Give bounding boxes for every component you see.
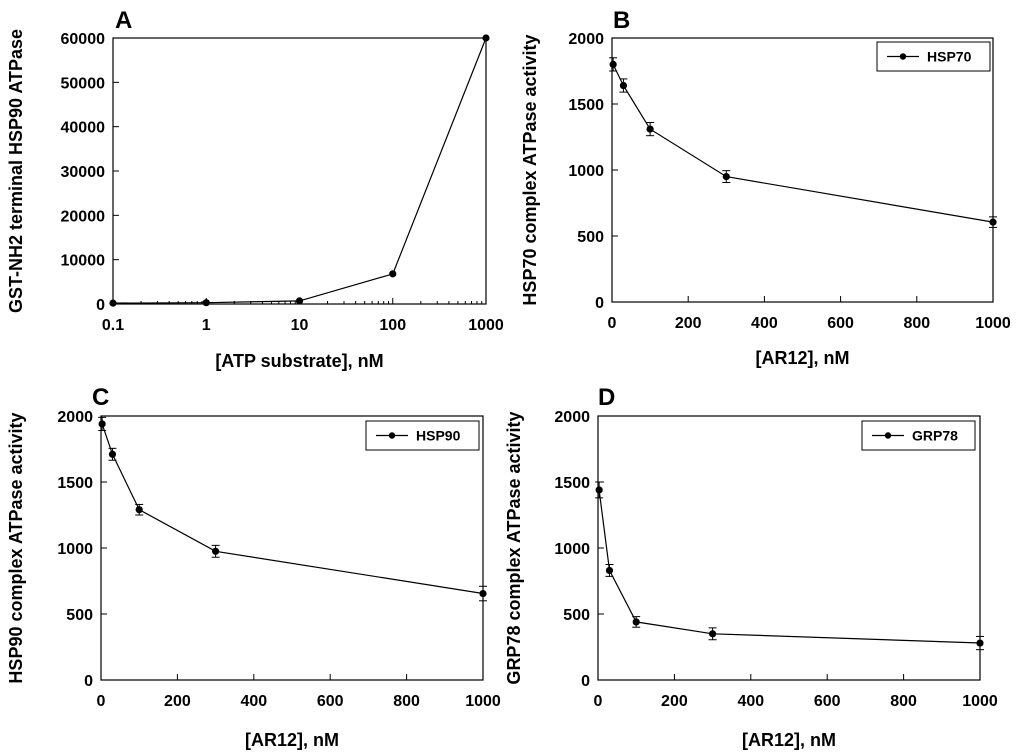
data-point: [976, 639, 984, 647]
x-tick-label: 1000: [465, 693, 501, 710]
x-tick-label: 1: [202, 317, 211, 334]
y-tick-label: 30000: [61, 164, 106, 181]
data-point: [609, 60, 617, 68]
legend-label: GRP78: [912, 428, 958, 444]
y-tick-label: 20000: [61, 208, 106, 225]
x-tick-label: 1000: [975, 315, 1011, 332]
data-point: [212, 547, 220, 555]
panel-letter: C: [92, 384, 109, 411]
x-axis-title: [ATP substrate], nM: [215, 351, 383, 371]
y-tick-label: 1500: [57, 475, 93, 492]
x-tick-label: 200: [164, 693, 191, 710]
y-tick-label: 0: [84, 673, 93, 690]
x-tick-label: 1000: [962, 693, 998, 710]
data-point: [632, 618, 640, 626]
legend-marker: [899, 53, 907, 60]
y-tick-label: 1000: [57, 541, 93, 558]
data-point: [722, 173, 730, 181]
y-tick-label: 2000: [554, 409, 590, 426]
y-tick-label: 2000: [568, 31, 604, 48]
y-tick-label: 1000: [554, 541, 590, 558]
y-tick-label: 1000: [568, 163, 604, 180]
legend-marker: [884, 432, 892, 439]
x-tick-label: 200: [675, 315, 702, 332]
data-point: [135, 506, 143, 514]
x-axis-title: [AR12], nM: [742, 730, 836, 750]
legend-label: HSP90: [416, 428, 461, 444]
panel-d: 0 200 400 600 800 1000 0 500 1000 1500 2000 [AR12],…: [504, 384, 998, 750]
x-tick-label: 0: [97, 693, 106, 710]
x-tick-label: 800: [393, 693, 420, 710]
x-tick-label: 600: [827, 315, 854, 332]
data-point: [108, 450, 117, 458]
y-axis-title: HSP90 complex ATPase activity: [6, 412, 26, 683]
data-point: [619, 81, 628, 90]
data-point: [98, 420, 106, 428]
panel-letter: B: [613, 7, 630, 34]
panel-c: 0 200 400 600 800 1000 0 500 1000 1500 2000 [AR12],…: [6, 384, 501, 750]
x-axis-title: [AR12], nM: [756, 348, 850, 368]
x-tick-label: 400: [751, 315, 778, 332]
y-tick-label: 2000: [57, 409, 93, 426]
data-point: [202, 299, 210, 307]
data-point: [109, 299, 117, 307]
legend-marker: [388, 432, 396, 439]
y-tick-label: 0: [96, 297, 105, 314]
x-tick-label: 600: [317, 693, 344, 710]
y-axis-title: HSP70 complex ATPase activity: [520, 34, 540, 305]
data-point: [595, 486, 603, 494]
x-tick-label: 1000: [468, 317, 504, 334]
legend: HSP70: [876, 41, 991, 72]
x-tick-label: 10: [291, 317, 309, 334]
data-point: [709, 630, 717, 638]
y-tick-label: 1500: [568, 97, 604, 114]
data-point: [989, 218, 997, 226]
x-tick-label: 200: [661, 693, 688, 710]
y-tick-label: 0: [581, 673, 590, 690]
data-point: [295, 297, 304, 305]
panel-b: 0 200 400 600 800 1000 0 500 1000 1500 2000 [AR12],…: [520, 7, 1011, 368]
y-axis-title: GRP78 complex ATPase activity: [504, 411, 524, 684]
x-tick-label: 0.1: [102, 317, 124, 334]
series-line: [112, 37, 487, 304]
x-tick-label: 0: [608, 315, 617, 332]
data-point: [482, 34, 490, 42]
x-tick-label: 800: [890, 693, 917, 710]
y-tick-label: 1500: [554, 475, 590, 492]
legend: HSP90: [365, 420, 480, 451]
y-tick-label: 500: [66, 607, 93, 624]
y-tick-label: 500: [563, 607, 590, 624]
y-tick-label: 0: [595, 295, 604, 312]
x-tick-label: 600: [814, 693, 841, 710]
y-tick-label: 40000: [61, 120, 106, 137]
plot-frame: [597, 415, 981, 681]
y-tick-label: 60000: [61, 31, 106, 48]
y-tick-label: 500: [577, 229, 604, 246]
panel-letter: D: [598, 384, 615, 411]
x-axis-title: [AR12], nM: [245, 730, 339, 750]
y-tick-label: 50000: [61, 75, 106, 92]
plot-frame: [112, 37, 487, 305]
panel-letter: A: [115, 7, 132, 34]
data-point: [389, 270, 397, 278]
legend: GRP78: [861, 420, 976, 451]
legend-label: HSP70: [927, 49, 972, 65]
x-tick-label: 100: [379, 317, 406, 334]
plot-frame: [100, 415, 484, 681]
y-axis-title: GST-NH2 terminal HSP90 ATPase: [6, 29, 26, 313]
plot-frame: [611, 37, 994, 303]
data-point: [605, 566, 614, 575]
panel-a: 0.1 1 10 100 1000010000200003000040000500006…: [6, 7, 504, 371]
series-line: [598, 489, 981, 644]
x-tick-label: 800: [903, 315, 930, 332]
series-line: [612, 64, 994, 223]
y-tick-label: 10000: [61, 253, 106, 270]
x-tick-label: 400: [737, 693, 764, 710]
data-point: [646, 125, 654, 133]
data-point: [479, 589, 487, 598]
x-tick-label: 0: [594, 693, 603, 710]
x-tick-label: 400: [240, 693, 267, 710]
